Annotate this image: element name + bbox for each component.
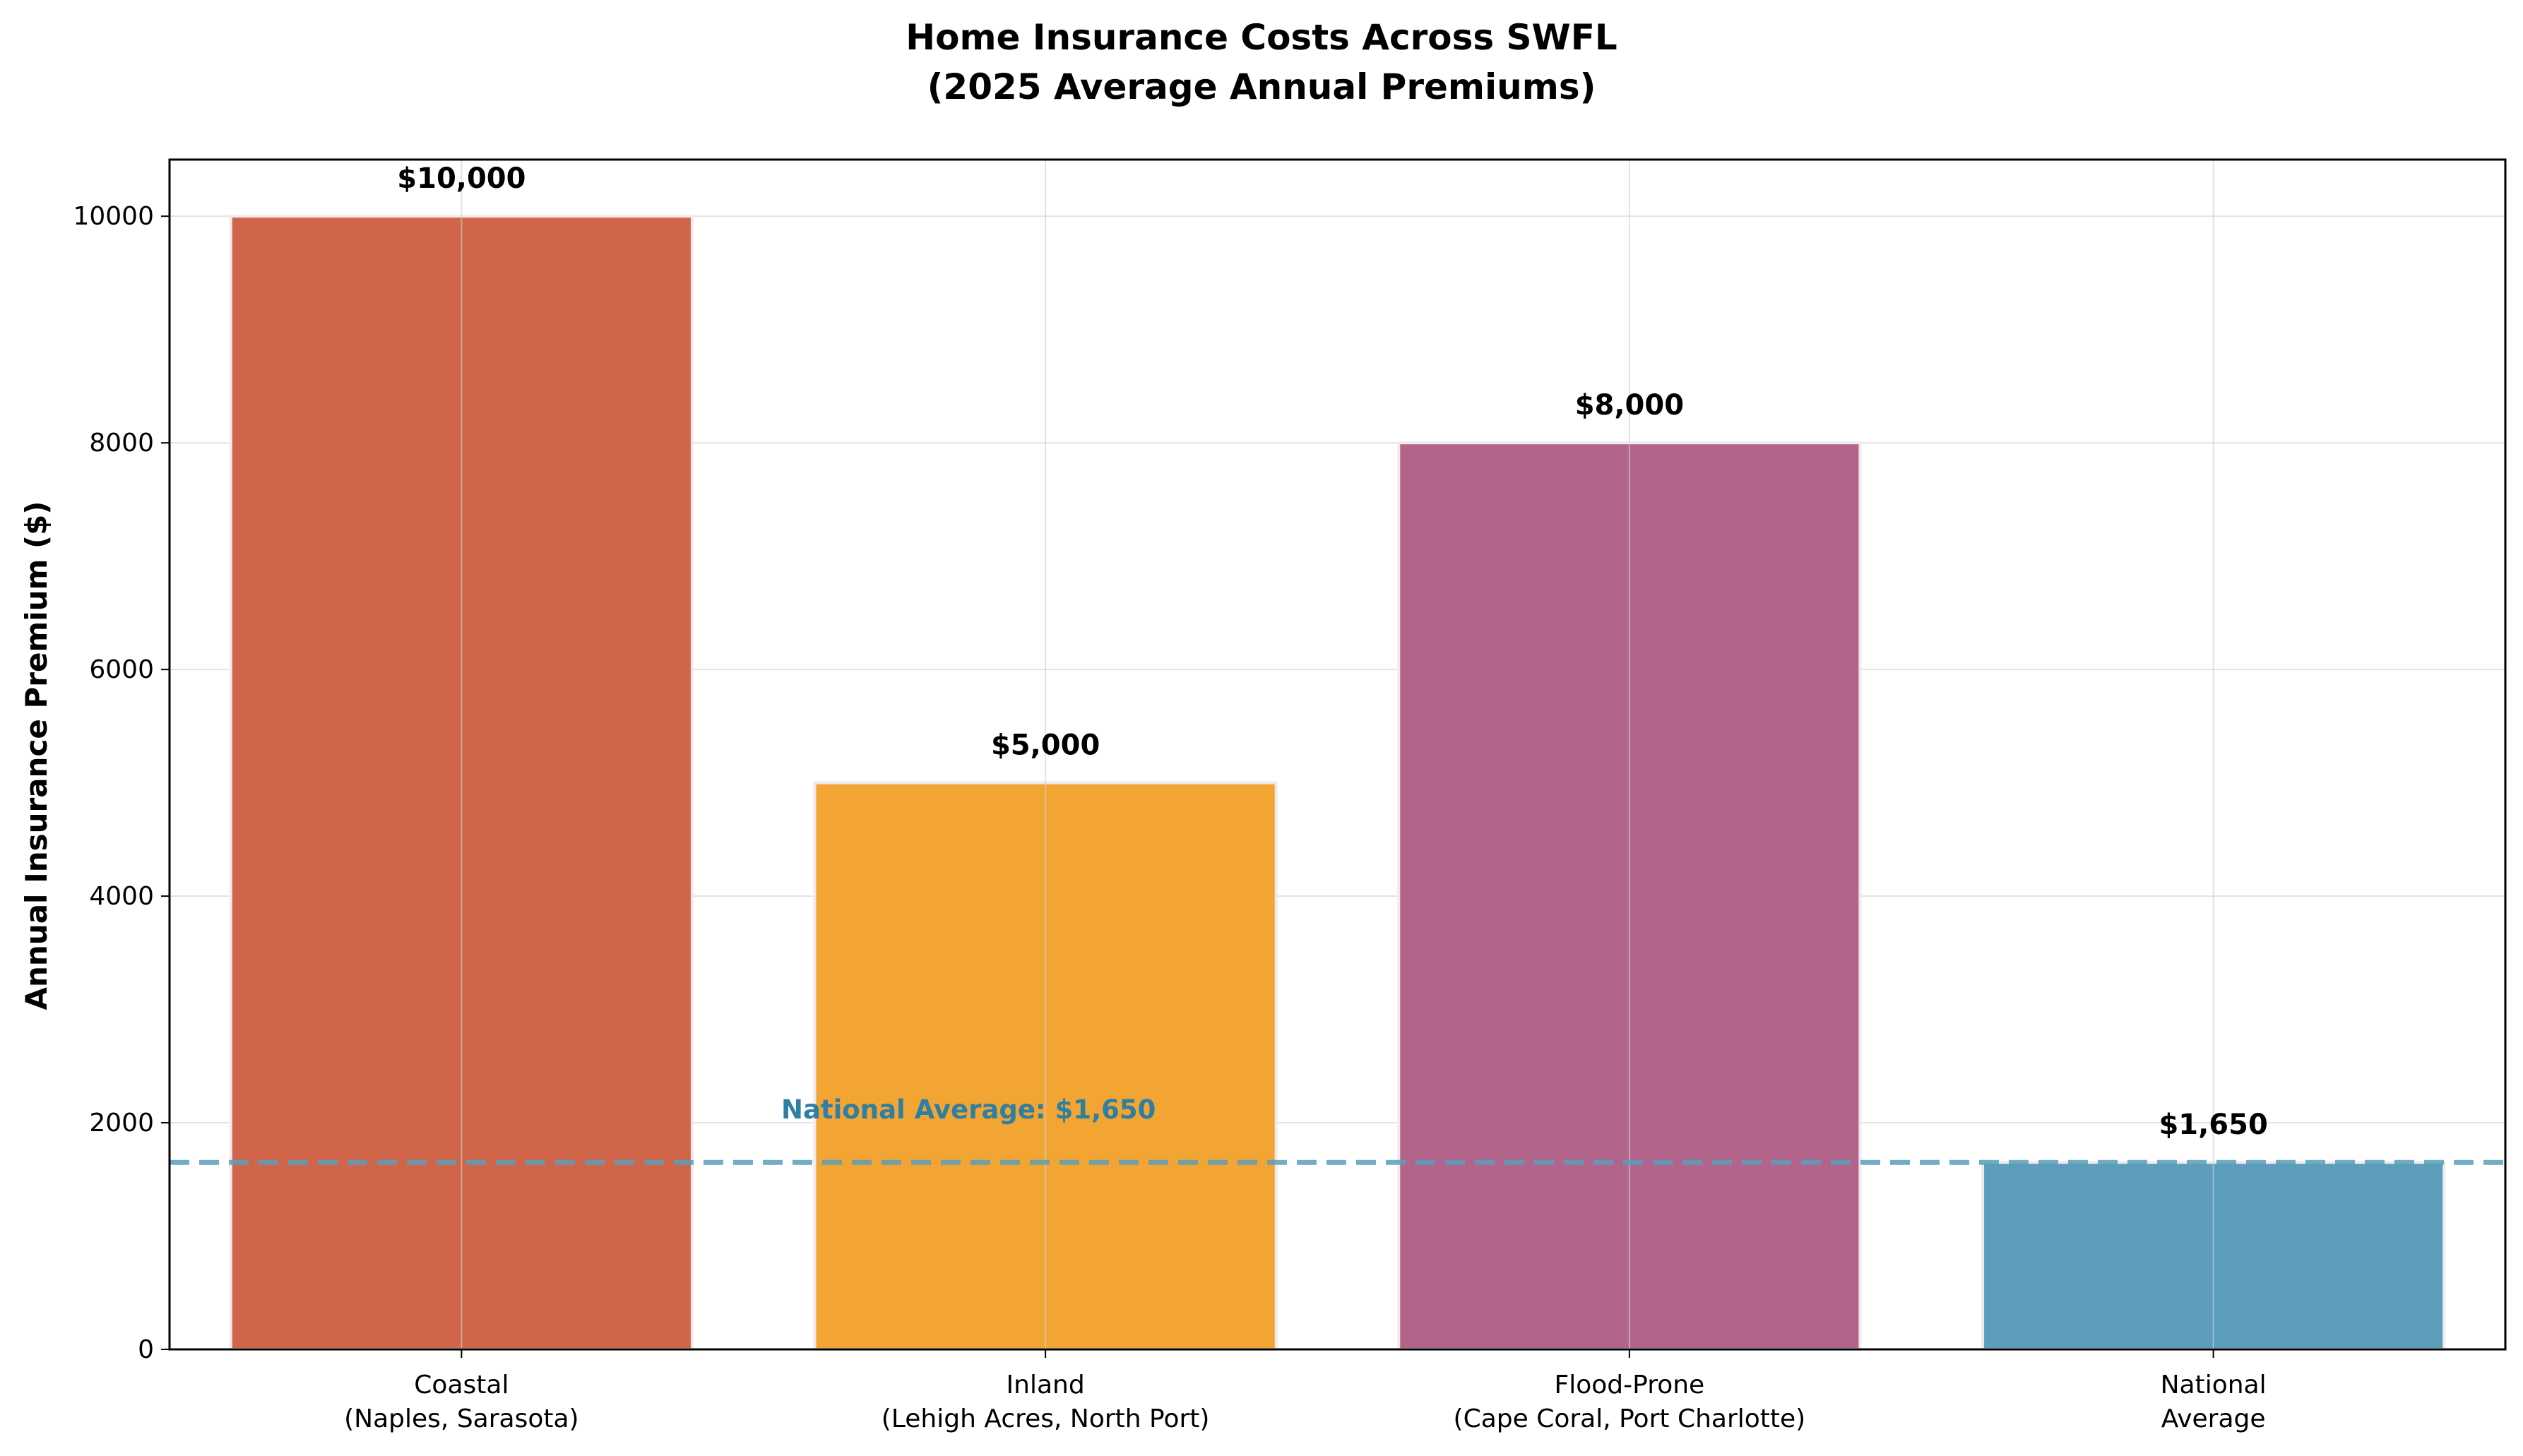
y-axis-label: Annual Insurance Premium ($) bbox=[19, 501, 54, 1010]
x-tick-label: (Naples, Sarasota) bbox=[344, 1404, 578, 1433]
x-tick-label: Coastal bbox=[414, 1371, 509, 1400]
y-tick-label: 8000 bbox=[89, 429, 154, 458]
axes: 0 2000 4000 6000 8000 10000 Coastal (Naples, Sa… bbox=[73, 158, 2507, 1433]
value-label-3: $1,650 bbox=[2159, 1109, 2267, 1141]
chart-title-line-1: Home Insurance Costs Across SWFL bbox=[906, 17, 1617, 58]
x-tick-label: Flood-Prone bbox=[1555, 1371, 1705, 1400]
x-tick-label: National bbox=[2161, 1371, 2267, 1400]
x-tick-label: (Cape Coral, Port Charlotte) bbox=[1454, 1404, 1806, 1433]
x-tick-label: Average bbox=[2161, 1404, 2266, 1433]
x-tick-label: (Lehigh Acres, North Port) bbox=[881, 1404, 1210, 1433]
plot-frame bbox=[168, 158, 2507, 1351]
value-label-1: $5,000 bbox=[991, 729, 1100, 762]
value-label-0: $10,000 bbox=[397, 162, 526, 195]
value-label-2: $8,000 bbox=[1575, 389, 1684, 422]
y-tick-label: 0 bbox=[138, 1335, 154, 1364]
reference-line-group: National Average: $1,650 bbox=[170, 1094, 2505, 1165]
data-labels: $10,000 $5,000 $8,000 $1,650 bbox=[397, 162, 2268, 1141]
national-average-label: National Average: $1,650 bbox=[781, 1094, 1156, 1125]
y-tick-label: 10000 bbox=[73, 202, 154, 231]
chart-title-line-2: (2025 Average Annual Premiums) bbox=[927, 66, 1596, 107]
vertical-grid-lines bbox=[461, 160, 2214, 1349]
y-tick-label: 6000 bbox=[89, 655, 154, 684]
y-tick-label: 2000 bbox=[89, 1109, 154, 1138]
y-tick-label: 4000 bbox=[89, 882, 154, 911]
x-tick-label: Inland bbox=[1007, 1371, 1085, 1400]
